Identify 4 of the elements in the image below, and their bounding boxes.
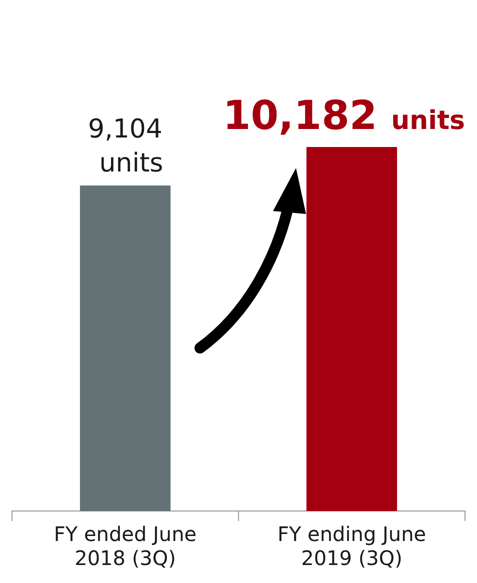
x-tick-label: FY ended June 2018 (3Q) [54,522,197,570]
data-label: 9,104 units [88,114,164,179]
x-tick-label: FY ending June 2019 (3Q) [277,522,426,570]
data-label: 10,182 units [222,92,466,139]
